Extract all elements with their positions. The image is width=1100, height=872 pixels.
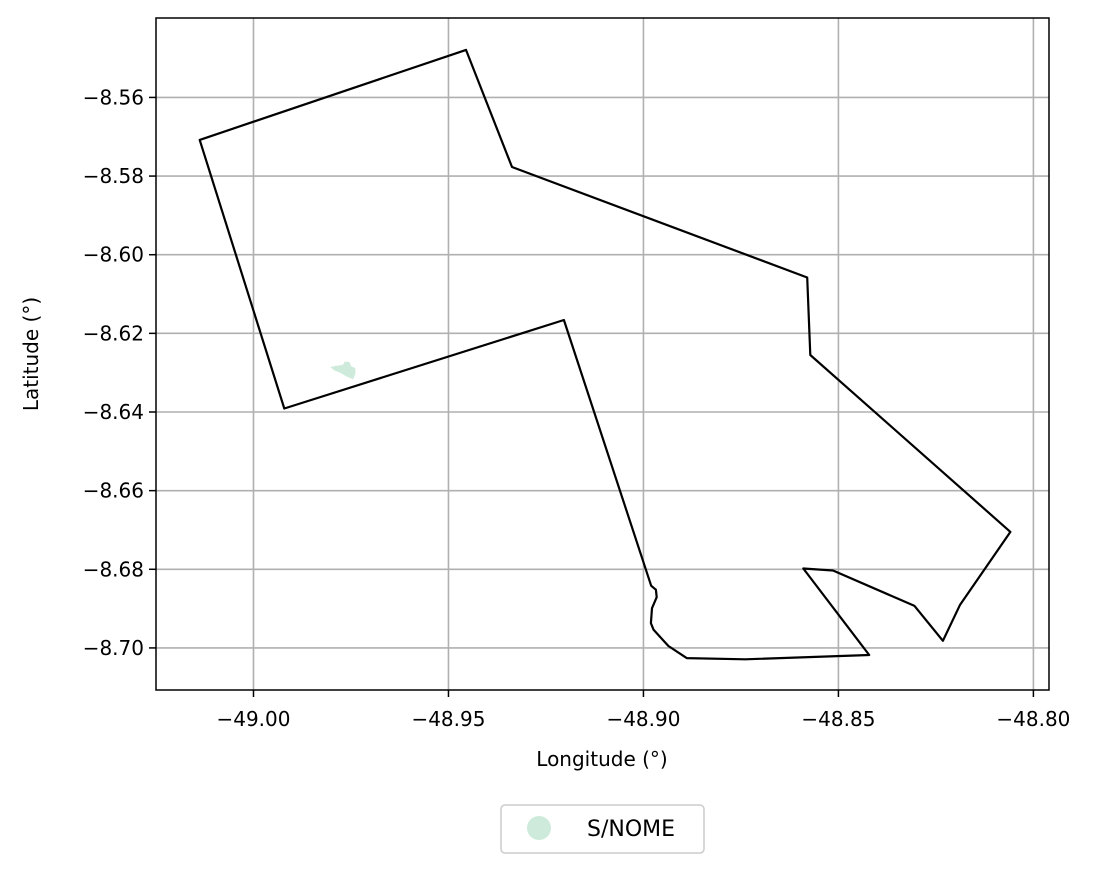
x-tick-label: −48.95: [411, 707, 485, 731]
x-tick-label: −48.90: [606, 707, 680, 731]
legend-box: [500, 804, 705, 854]
boundary-layer: [198, 48, 1012, 661]
x-tick-label: −48.80: [996, 707, 1070, 731]
legend-label-s-nome: S/NOME: [587, 817, 675, 842]
municipality-boundary: [198, 48, 1012, 661]
y-tick-label: −8.60: [83, 243, 144, 267]
feature-s-nome: [330, 361, 356, 380]
y-tick-label: −8.56: [83, 85, 144, 109]
y-axis-ticks: −8.56 −8.58 −8.60 −8.62 −8.64 −8.66 −8.68 −8.70: [83, 85, 156, 660]
legend: S/NOME: [500, 804, 705, 854]
features-layer: [330, 361, 356, 380]
y-axis-label: Latitude (°): [19, 297, 43, 411]
x-axis-label: Longitude (°): [536, 747, 667, 771]
y-tick-label: −8.62: [83, 321, 144, 345]
legend-swatch-s-nome: [527, 816, 551, 840]
x-tick-label: −49.00: [216, 707, 290, 731]
plot-frame: [155, 17, 1050, 691]
y-tick-label: −8.68: [83, 557, 144, 581]
x-axis-ticks: −49.00 −48.95 −48.90 −48.85 −48.80: [216, 690, 1070, 731]
y-tick-label: −8.64: [83, 400, 144, 424]
x-tick-label: −48.85: [801, 707, 875, 731]
y-tick-label: −8.66: [83, 479, 144, 503]
y-tick-label: −8.70: [83, 636, 144, 660]
grid-lines: [156, 18, 1049, 690]
y-tick-label: −8.58: [83, 164, 144, 188]
